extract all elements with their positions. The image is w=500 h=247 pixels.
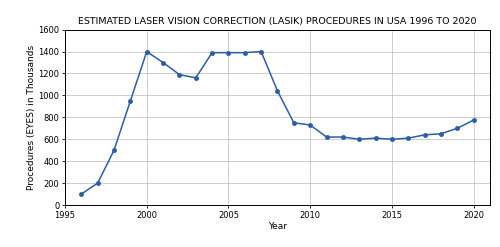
Title: ESTIMATED LASER VISION CORRECTION (LASIK) PROCEDURES IN USA 1996 TO 2020: ESTIMATED LASER VISION CORRECTION (LASIK… (78, 17, 477, 26)
X-axis label: Year: Year (268, 222, 287, 231)
Y-axis label: Procedures (EYES) in Thousands: Procedures (EYES) in Thousands (26, 45, 36, 190)
